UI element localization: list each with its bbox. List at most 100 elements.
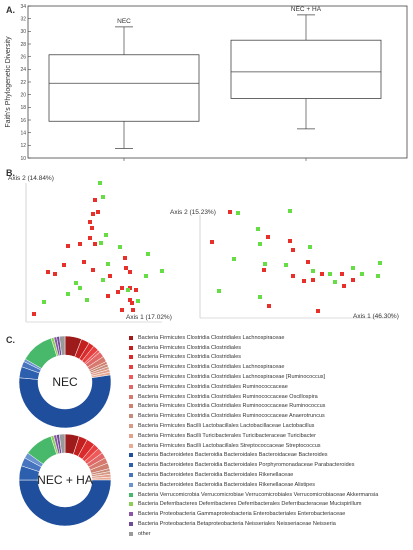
pcoa-point — [308, 245, 312, 249]
taxonomy-legend: Bacteria Firmicutes Clostridia Clostridi… — [129, 333, 413, 539]
pcoa-point — [376, 274, 380, 278]
legend-item: Bacteria Firmicutes Clostridia Clostridi… — [129, 402, 413, 412]
legend-label: Bacteria Proteobacteria Gammaproteobacte… — [138, 511, 346, 518]
box-iqr — [230, 39, 382, 99]
pcoa-point — [342, 284, 346, 288]
pcoa-point — [160, 269, 164, 273]
donut-chart-nec-ha — [18, 433, 112, 527]
legend-item: Bacteria Firmicutes Bacilli Lactobacilla… — [129, 441, 413, 451]
legend-label: Bacteria Proteobacteria Betaproteobacter… — [138, 521, 336, 528]
pcoa-point — [42, 300, 46, 304]
pcoa-point — [128, 298, 132, 302]
pcoa-point — [66, 292, 70, 296]
pcoa-point — [378, 261, 382, 265]
pcoa-point — [302, 279, 306, 283]
boxplot-groups: NEC NEC + HA — [48, 6, 382, 161]
legend-swatch — [129, 522, 133, 527]
pcoa-point — [101, 278, 105, 282]
box-iqr — [48, 54, 200, 122]
legend-item: Bacteria Firmicutes Clostridia Clostridi… — [129, 411, 413, 421]
boxplot-ytick-label: 32 — [20, 16, 26, 22]
donut-nec-ha-title: NEC + HA — [37, 473, 93, 487]
legend-swatch — [129, 355, 133, 360]
legend-swatch — [129, 424, 133, 429]
legend-item: Bacteria Proteobacteria Gammaproteobacte… — [129, 509, 413, 519]
legend-item: Bacteria Firmicutes Clostridia Clostridi… — [129, 392, 413, 402]
pcoa-point — [291, 274, 295, 278]
boxplot-ytick-label: 16 — [20, 118, 26, 124]
legend-swatch — [129, 453, 133, 458]
pcoa-point — [351, 278, 355, 282]
pcoa-point — [320, 272, 324, 276]
legend-swatch — [129, 473, 133, 478]
legend-label: Bacteria Firmicutes Clostridia Clostridi… — [138, 344, 242, 351]
legend-swatch — [129, 375, 133, 380]
panel-b-label: B. — [6, 168, 15, 178]
legend-item: Bacteria Deferribacteres Deferribacteres… — [129, 500, 413, 510]
pcoa-point — [131, 308, 135, 312]
legend-label: Bacteria Firmicutes Clostridia Clostridi… — [138, 383, 288, 390]
pcoa-point — [90, 226, 94, 230]
pcoa-point — [88, 220, 92, 224]
pcoa-point — [88, 236, 92, 240]
legend-item: Bacteria Firmicutes Clostridia Clostridi… — [129, 343, 413, 353]
legend-item: Bacteria Bacteroidetes Bacteroidia Bacte… — [129, 451, 413, 461]
pcoa-point — [333, 280, 337, 284]
legend-label: Bacteria Firmicutes Clostridia Clostridi… — [138, 403, 326, 410]
pcoa-point — [118, 245, 122, 249]
pcoa-right-plot: Axis 2 (15.23%) Axis 1 (46.30%) — [170, 209, 399, 320]
pcoa-point — [288, 209, 292, 213]
legend-swatch — [129, 414, 133, 419]
legend-item: Bacteria Firmicutes Clostridia Clostridi… — [129, 353, 413, 363]
pcoa-point — [217, 289, 221, 293]
panel-a-label: A. — [6, 5, 15, 15]
pcoa-point — [93, 198, 97, 202]
pcoa-point — [99, 241, 103, 245]
boxplot-ytick-label: 10 — [20, 156, 26, 162]
donut-slice — [59, 335, 66, 356]
legend-label: Bacteria Verrucomicrobia Verrucomicrobia… — [138, 491, 379, 498]
legend-swatch — [129, 433, 133, 438]
boxplot-ytick-label: 20 — [20, 92, 26, 98]
pcoa-point — [262, 268, 266, 272]
legend-label: Bacteria Firmicutes Clostridia Clostridi… — [138, 413, 325, 420]
donut-chart-nec — [18, 335, 112, 429]
pcoa-point — [340, 272, 344, 276]
pcoa-point — [146, 252, 150, 256]
pcoa-point — [232, 257, 236, 261]
legend-item: Bacteria Firmicutes Clostridia Clostridi… — [129, 333, 413, 343]
legend-item: Bacteria Firmicutes Clostridia Clostridi… — [129, 372, 413, 382]
pcoa-point — [236, 211, 240, 215]
legend-label: Bacteria Bacteroidetes Bacteroidia Bacte… — [138, 452, 328, 459]
legend-label: Bacteria Firmicutes Clostridia Clostridi… — [138, 374, 326, 381]
pcoa-point — [136, 299, 140, 303]
pcoa-point — [311, 269, 315, 273]
pcoa-point — [328, 272, 332, 276]
pcoa-point — [263, 262, 267, 266]
pcoa-point — [101, 195, 105, 199]
pcoa-right-points — [210, 209, 382, 313]
pcoa-point — [267, 304, 271, 308]
pcoa-point — [96, 210, 100, 214]
legend-swatch — [129, 502, 133, 507]
pcoa-point — [93, 242, 97, 246]
boxplot-ytick-label: 34 — [20, 4, 26, 10]
legend-swatch — [129, 335, 133, 340]
pcoa-left-axis1-label: Axis 1 (17.02%) — [126, 314, 172, 321]
pcoa-point — [62, 263, 66, 267]
pcoa-point — [120, 286, 124, 290]
pcoa-point — [360, 272, 364, 276]
legend-item: Bacteria Bacteroidetes Bacteroidia Bacte… — [129, 460, 413, 470]
legend-item: Bacteria Verrucomicrobia Verrucomicrobia… — [129, 490, 413, 500]
boxplot-ytick-label: 26 — [20, 54, 26, 60]
legend-label: Bacteria Firmicutes Clostridia Clostridi… — [138, 334, 285, 341]
legend-label: Bacteria Firmicutes Clostridia Clostridi… — [138, 354, 242, 361]
pcoa-point — [98, 181, 102, 185]
pcoa-point — [123, 256, 127, 260]
box-group: NEC — [48, 18, 200, 161]
legend-label: Bacteria Firmicutes Bacilli Lactobacilla… — [138, 442, 321, 449]
boxplot-ytick-label: 18 — [20, 105, 26, 111]
pcoa-point — [120, 308, 124, 312]
donut-slice — [18, 374, 112, 429]
